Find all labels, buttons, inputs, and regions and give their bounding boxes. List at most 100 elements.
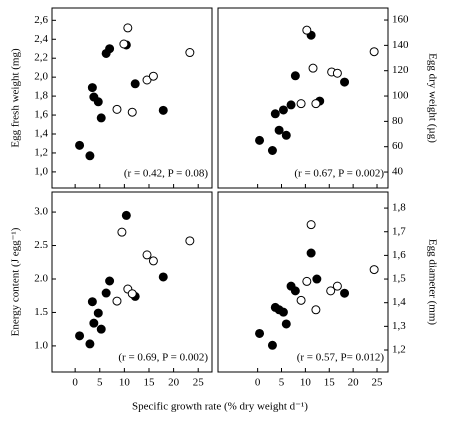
data-point <box>255 135 265 145</box>
data-point <box>105 44 115 54</box>
x-tick-label: 25 <box>372 377 384 389</box>
y-tick-label: 2.5 <box>34 239 48 251</box>
data-point <box>142 250 152 260</box>
y-tick-label: 1,7 <box>392 225 406 237</box>
data-point <box>93 97 103 107</box>
y-axis-label: Energy content (J egg⁻¹) <box>10 227 22 336</box>
y-tick-label: 1,6 <box>34 109 48 121</box>
x-axis-label: Specific growth rate (% dry weight d⁻¹) <box>132 401 308 413</box>
x-tick-label: 20 <box>168 377 180 389</box>
data-point <box>267 340 277 350</box>
annotation: (r = 0.42, P = 0.08) <box>124 168 208 180</box>
data-point <box>296 99 306 109</box>
data-point <box>121 210 131 220</box>
panel-frame <box>217 7 389 189</box>
data-point <box>278 307 288 317</box>
data-point <box>89 318 99 328</box>
y-tick-label: 2,4 <box>34 33 48 45</box>
data-point <box>148 256 158 266</box>
data-point <box>340 77 350 87</box>
y-tick-label: 2,2 <box>34 52 48 64</box>
panel-frame <box>51 191 213 373</box>
y-tick-label: 100 <box>392 90 409 102</box>
data-point <box>306 220 316 230</box>
data-point <box>158 105 168 115</box>
x-tick-label: 25 <box>193 377 205 389</box>
data-point <box>369 265 379 275</box>
data-point <box>296 295 306 305</box>
data-point <box>270 109 280 119</box>
data-point <box>93 308 103 318</box>
data-point <box>148 71 158 81</box>
y-tick-label: 160 <box>392 14 409 26</box>
data-point <box>185 48 195 58</box>
y-tick-label: 120 <box>392 64 409 76</box>
data-point <box>185 236 195 246</box>
panel-frame <box>51 7 213 189</box>
data-point <box>85 339 95 349</box>
data-point <box>96 324 106 334</box>
y-axis-label: Egg dry weight (µg) <box>426 53 438 143</box>
y-tick-label: 1,2 <box>34 146 48 158</box>
y-axis-label: Egg fresh weight (mg) <box>10 48 22 148</box>
data-point <box>306 248 316 258</box>
y-tick-label: 1,4 <box>392 296 406 308</box>
data-point <box>127 289 137 299</box>
annotation: (r = 0.57, P= 0.012) <box>297 352 385 364</box>
x-tick-label: 10 <box>119 377 131 389</box>
y-tick-label: 140 <box>392 39 409 51</box>
data-point <box>332 281 342 291</box>
data-point <box>290 71 300 81</box>
data-point <box>105 276 115 286</box>
data-point <box>130 79 140 89</box>
data-point <box>117 227 127 237</box>
data-point <box>75 331 85 341</box>
y-tick-label: 1,0 <box>34 165 48 177</box>
y-tick-label: 1,8 <box>392 202 406 214</box>
y-tick-label: 1,3 <box>392 320 406 332</box>
data-point <box>85 151 95 161</box>
data-point <box>340 288 350 298</box>
data-point <box>332 68 342 78</box>
data-point <box>286 100 296 110</box>
data-point <box>267 146 277 156</box>
data-point <box>158 272 168 282</box>
x-tick-label: 0 <box>255 377 261 389</box>
data-point <box>112 104 122 114</box>
data-point <box>311 305 321 315</box>
y-tick-label: 2.0 <box>34 273 48 285</box>
data-point <box>96 113 106 123</box>
x-tick-label: 15 <box>143 377 155 389</box>
data-point <box>112 296 122 306</box>
x-tick-label: 20 <box>348 377 360 389</box>
y-tick-label: 2,6 <box>34 14 48 26</box>
data-point <box>311 99 321 109</box>
y-tick-label: 1.0 <box>34 339 48 351</box>
y-tick-label: 1,4 <box>34 128 48 140</box>
panel-frame <box>217 191 389 373</box>
y-tick-label: 1.5 <box>34 306 48 318</box>
y-tick-label: 3.0 <box>34 206 48 218</box>
x-tick-label: 15 <box>324 377 336 389</box>
data-point <box>75 140 85 150</box>
y-tick-label: 1,6 <box>392 249 406 261</box>
data-point <box>274 125 284 135</box>
annotation: (r = 0.69, P = 0.002) <box>118 352 208 364</box>
data-point <box>302 276 312 286</box>
x-tick-label: 10 <box>300 377 312 389</box>
x-tick-label: 5 <box>279 377 285 389</box>
y-tick-label: 1,5 <box>392 273 406 285</box>
data-point <box>326 286 336 296</box>
x-tick-label: 5 <box>97 377 103 389</box>
x-tick-label: 0 <box>72 377 78 389</box>
data-point <box>101 288 111 298</box>
data-point <box>308 63 318 73</box>
y-tick-label: 80 <box>392 115 404 127</box>
y-axis-label: Egg diameter (mm) <box>426 239 438 325</box>
data-point <box>87 297 97 307</box>
data-point <box>281 319 291 329</box>
data-point <box>302 25 312 35</box>
y-tick-label: 40 <box>392 166 404 178</box>
data-point <box>278 105 288 115</box>
